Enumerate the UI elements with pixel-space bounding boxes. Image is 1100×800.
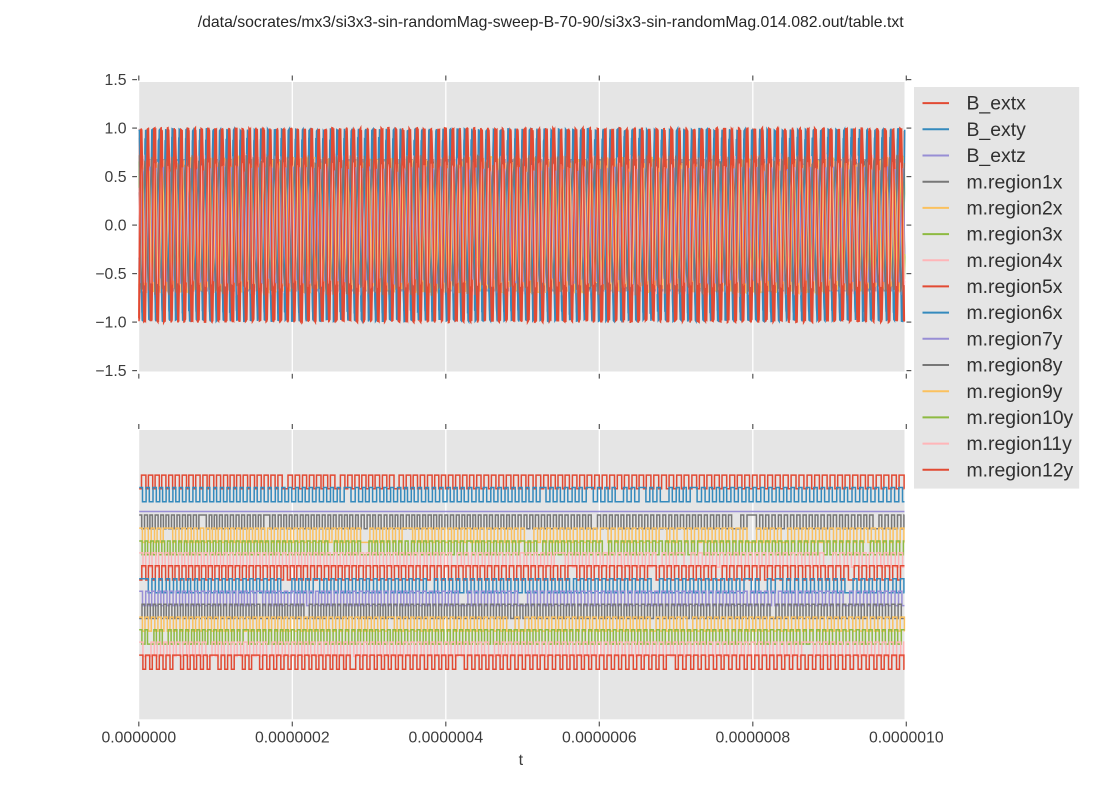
svg-text:0.0000006: 0.0000006 [562, 729, 637, 746]
svg-text:m.region9y: m.region9y [967, 381, 1063, 403]
svg-text:0.0000010: 0.0000010 [869, 729, 944, 746]
svg-text:m.region7y: m.region7y [967, 328, 1063, 350]
svg-text:m.region1x: m.region1x [967, 171, 1063, 193]
svg-text:B_extx: B_extx [967, 93, 1027, 115]
svg-text:0.0000004: 0.0000004 [408, 729, 483, 746]
svg-text:m.region3x: m.region3x [967, 224, 1063, 246]
svg-text:B_extz: B_extz [967, 145, 1026, 167]
svg-text:m.region2x: m.region2x [967, 198, 1063, 220]
svg-text:0.0000002: 0.0000002 [255, 729, 330, 746]
svg-text:m.region10y: m.region10y [967, 407, 1074, 429]
svg-text:m.region5x: m.region5x [967, 276, 1063, 298]
svg-text:−1.0: −1.0 [95, 315, 126, 332]
svg-text:m.region8y: m.region8y [967, 355, 1063, 377]
svg-text:B_exty: B_exty [967, 119, 1027, 141]
svg-text:−0.5: −0.5 [95, 266, 126, 283]
svg-text:m.region6x: m.region6x [967, 302, 1063, 324]
svg-text:−1.5: −1.5 [95, 363, 126, 380]
svg-text:1.5: 1.5 [105, 72, 127, 89]
svg-text:m.region4x: m.region4x [967, 250, 1063, 272]
svg-text:0.0000008: 0.0000008 [715, 729, 790, 746]
svg-text:0.0: 0.0 [105, 218, 127, 235]
svg-text:0.5: 0.5 [105, 169, 127, 186]
svg-text:1.0: 1.0 [105, 121, 127, 138]
svg-text:/data/socrates/mx3/si3x3-sin-r: /data/socrates/mx3/si3x3-sin-randomMag-s… [198, 14, 905, 31]
svg-text:0.0000000: 0.0000000 [101, 729, 176, 746]
svg-text:m.region12y: m.region12y [967, 459, 1074, 481]
svg-text:t: t [519, 752, 524, 769]
svg-text:m.region11y: m.region11y [967, 433, 1073, 455]
